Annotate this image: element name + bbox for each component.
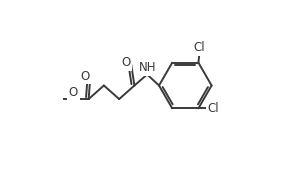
Text: Cl: Cl — [194, 41, 205, 54]
Text: O: O — [69, 86, 78, 99]
Text: Cl: Cl — [207, 102, 219, 115]
Text: NH: NH — [139, 61, 157, 74]
Text: O: O — [121, 56, 131, 69]
Text: O: O — [81, 70, 90, 83]
